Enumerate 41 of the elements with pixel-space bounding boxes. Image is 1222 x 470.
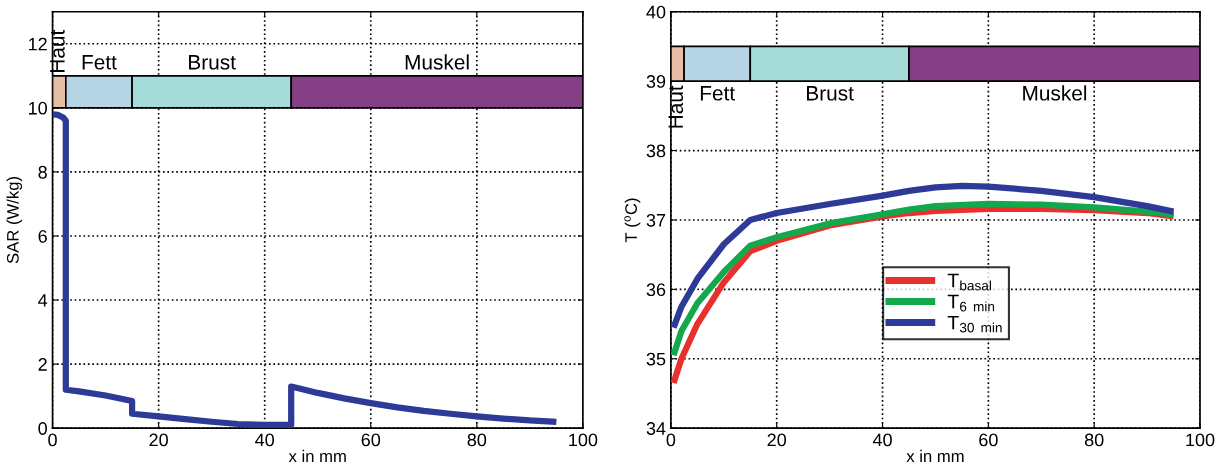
y-axis-title: T ($^{o}$C) [624,198,641,243]
legend-label: T$_{6 min}$ [947,294,995,312]
band-label: Brust [807,86,854,101]
x-tick-label: 40 [872,433,892,447]
y-tick-label: 12 [28,37,47,51]
x-axis-title: x in mm [288,449,346,462]
y-tick-label: 2 [38,358,47,371]
x-axis-title: x in mm [906,449,964,462]
band-label: Fett [82,55,117,70]
x-tick-label: 80 [1084,433,1104,447]
legend-label: T$_{basal}$ [947,273,991,291]
x-tick-label: 0 [666,433,676,447]
y-axis-title: SAR (W/kg) [6,177,23,264]
band-label: Fett [700,86,735,101]
band-label: Haut [668,85,684,128]
y-tick-label: 34 [646,422,666,435]
y-tick-label: 35 [646,352,666,366]
y-tick-label: 37 [646,213,666,227]
band-label: Haut [50,29,65,73]
y-tick-label: 38 [646,144,666,158]
x-tick-label: 100 [569,433,598,447]
y-tick-label: 8 [38,165,47,179]
y-tick-label: 40 [646,5,666,19]
band-label: Brust [189,55,236,70]
x-tick-label: 20 [767,433,787,447]
legend-label: T$_{30 min}$ [947,315,1002,333]
x-tick-label: 0 [48,433,57,447]
x-tick-label: 80 [467,433,487,447]
x-tick-label: 60 [979,433,998,447]
y-tick-label: 36 [646,283,666,297]
y-tick-label: 39 [646,75,666,88]
y-tick-label: 6 [38,229,47,243]
y-tick-label: 0 [38,422,47,435]
band-label: Muskel [405,54,469,70]
x-tick-label: 20 [149,433,168,447]
x-tick-label: 100 [1186,433,1215,447]
x-tick-label: 40 [255,433,275,447]
y-tick-label: 4 [38,294,48,307]
y-tick-label: 10 [28,101,47,115]
band-label: Muskel [1023,85,1087,101]
x-tick-label: 60 [361,433,381,447]
